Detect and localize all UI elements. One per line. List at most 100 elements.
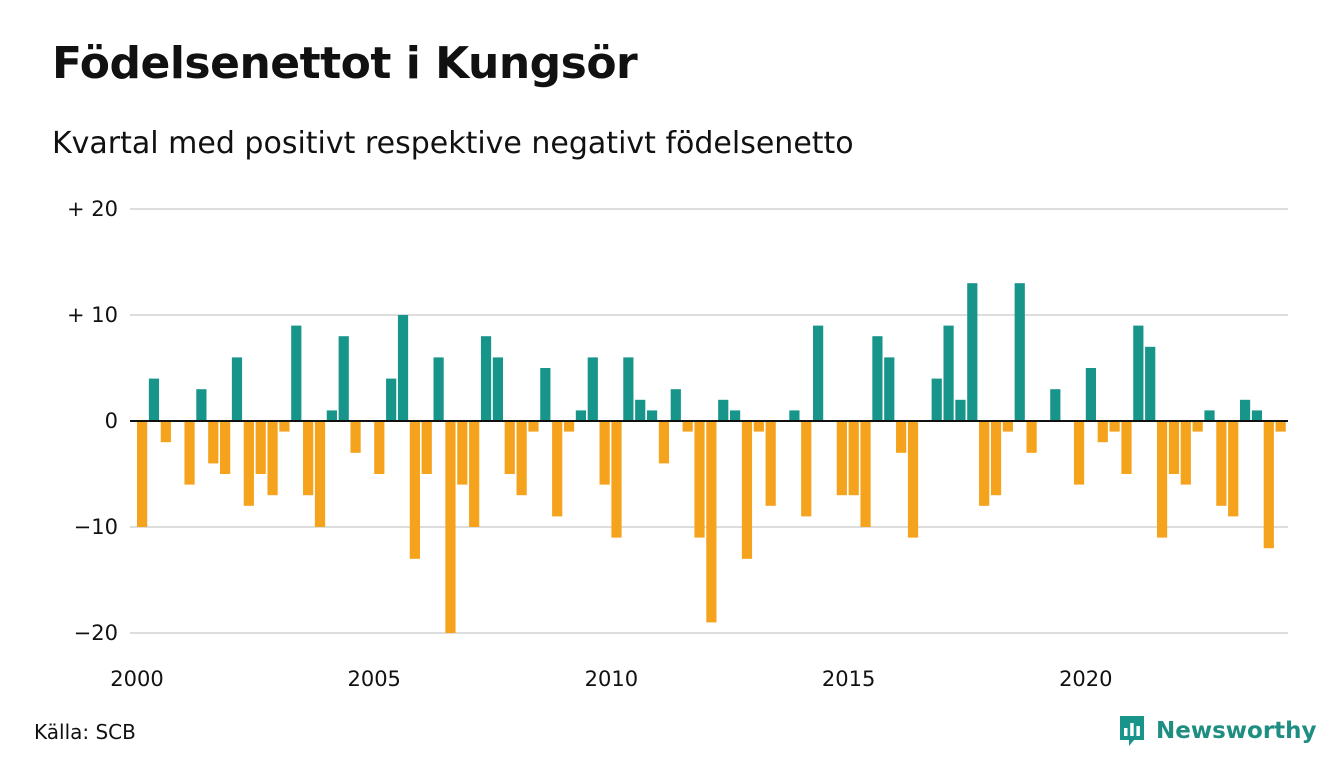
bar xyxy=(765,421,776,506)
brand[interactable]: Newsworthy xyxy=(1118,714,1317,748)
bar xyxy=(1073,421,1085,485)
bar xyxy=(955,399,966,421)
bar xyxy=(1204,410,1215,421)
bar xyxy=(813,325,824,421)
bar xyxy=(386,378,397,421)
bar xyxy=(338,336,349,421)
bar xyxy=(208,421,219,464)
y-axis-ticks: + 20 + 10 0 −10 −20 xyxy=(67,197,118,645)
bar xyxy=(611,421,622,538)
chart-title: Födelsenettot i Kungsör xyxy=(52,38,638,89)
bar xyxy=(718,399,729,421)
bar xyxy=(231,357,243,421)
bar xyxy=(587,357,598,421)
bar xyxy=(1180,421,1191,485)
bar xyxy=(314,421,326,527)
bar xyxy=(623,357,634,421)
chart-subtitle: Kvartal med positivt respektive negativt… xyxy=(52,126,854,161)
bar xyxy=(1026,421,1037,453)
bar xyxy=(682,421,693,432)
bar xyxy=(184,421,195,485)
y-tick-label: 0 xyxy=(105,409,118,433)
bar xyxy=(279,421,290,432)
bar xyxy=(907,421,919,538)
bar xyxy=(350,421,361,453)
y-tick-label: −20 xyxy=(74,621,118,645)
bar xyxy=(931,378,942,421)
bar xyxy=(658,421,670,464)
bar xyxy=(694,421,705,538)
x-tick-label: 2010 xyxy=(585,667,638,691)
bar xyxy=(670,389,681,421)
y-tick-label: + 20 xyxy=(67,197,118,221)
bar xyxy=(1014,283,1025,421)
bar xyxy=(730,410,741,421)
bar xyxy=(1133,325,1144,421)
bar xyxy=(646,410,658,421)
bar xyxy=(148,378,160,421)
bar xyxy=(967,283,978,421)
bar xyxy=(1050,389,1061,421)
bar xyxy=(575,410,587,421)
bar xyxy=(1228,421,1239,517)
bar xyxy=(1263,421,1274,549)
bar xyxy=(706,421,717,623)
bar xyxy=(552,421,563,517)
bar xyxy=(563,421,575,432)
bar xyxy=(990,421,1002,496)
bar xyxy=(1002,421,1013,432)
bar xyxy=(1239,399,1251,421)
bar xyxy=(896,421,907,453)
bar xyxy=(255,421,266,474)
bar xyxy=(540,368,551,421)
bar xyxy=(504,421,515,474)
y-tick-label: −10 xyxy=(74,515,118,539)
bar xyxy=(1192,421,1203,432)
bar xyxy=(1275,421,1286,432)
bar xyxy=(1097,421,1108,443)
bar xyxy=(433,357,444,421)
bar xyxy=(741,421,753,559)
bar xyxy=(528,421,539,432)
bar xyxy=(516,421,527,496)
bar xyxy=(291,325,302,421)
bar xyxy=(421,421,432,474)
bar xyxy=(872,336,883,421)
bar xyxy=(884,357,895,421)
bar xyxy=(480,336,492,421)
bar xyxy=(599,421,610,485)
bar xyxy=(836,421,847,496)
bar xyxy=(326,410,337,421)
bar xyxy=(137,421,148,527)
bar xyxy=(1085,368,1096,421)
bar xyxy=(445,421,456,633)
bar xyxy=(943,325,954,421)
brand-name: Newsworthy xyxy=(1156,718,1317,744)
bar xyxy=(220,421,231,474)
bar xyxy=(303,421,314,496)
source-note: Källa: SCB xyxy=(34,720,136,744)
bar xyxy=(801,421,812,517)
bar xyxy=(753,421,764,432)
x-tick-label: 2015 xyxy=(822,667,875,691)
bar xyxy=(492,357,503,421)
bar xyxy=(1156,421,1168,538)
bar xyxy=(1145,346,1156,421)
bar xyxy=(267,421,278,496)
bar xyxy=(848,421,859,496)
y-tick-label: + 10 xyxy=(67,303,118,327)
bar xyxy=(469,421,480,527)
x-tick-label: 2020 xyxy=(1059,667,1112,691)
bar xyxy=(860,421,871,527)
newsworthy-logo-icon xyxy=(1120,716,1144,746)
bar xyxy=(196,389,207,421)
x-axis-ticks: 2000 2005 2010 2015 2020 xyxy=(110,667,1112,691)
bar xyxy=(397,315,409,421)
bar xyxy=(1168,421,1180,474)
bar xyxy=(374,421,385,474)
bar xyxy=(409,421,420,559)
bar xyxy=(1109,421,1120,432)
bar xyxy=(1121,421,1132,474)
bar xyxy=(457,421,468,485)
